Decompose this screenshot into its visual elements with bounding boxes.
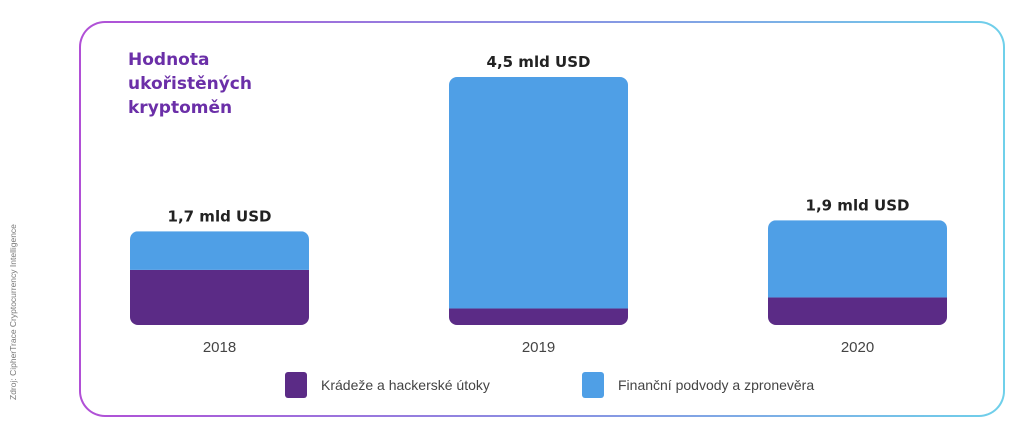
bar-2019-fraud bbox=[449, 77, 628, 309]
bar-2020-fraud bbox=[768, 220, 947, 298]
total-label-2018: 1,7 mld USD bbox=[168, 207, 272, 225]
legend-item-fraud: Finanční podvody a zpronevěra bbox=[582, 372, 814, 398]
total-label-2019: 4,5 mld USD bbox=[487, 53, 591, 71]
legend-swatch-fraud bbox=[582, 372, 604, 398]
x-tick-2020: 2020 bbox=[841, 339, 874, 356]
bar-2018-theft bbox=[130, 269, 309, 325]
legend-label-fraud: Finanční podvody a zpronevěra bbox=[618, 377, 815, 393]
bar-2019-theft bbox=[449, 308, 628, 325]
x-tick-2018: 2018 bbox=[203, 339, 236, 356]
bar-2020-theft bbox=[768, 297, 947, 325]
chart-title: Hodnota ukořistěných kryptoměn bbox=[128, 50, 252, 118]
x-tick-2019: 2019 bbox=[522, 339, 555, 356]
bar-2018-fraud bbox=[130, 231, 309, 270]
total-label-2020: 1,9 mld USD bbox=[806, 196, 910, 214]
legend-swatch-theft bbox=[285, 372, 307, 398]
legend-item-theft: Krádeže a hackerské útoky bbox=[285, 372, 490, 398]
legend-label-theft: Krádeže a hackerské útoky bbox=[321, 377, 490, 393]
